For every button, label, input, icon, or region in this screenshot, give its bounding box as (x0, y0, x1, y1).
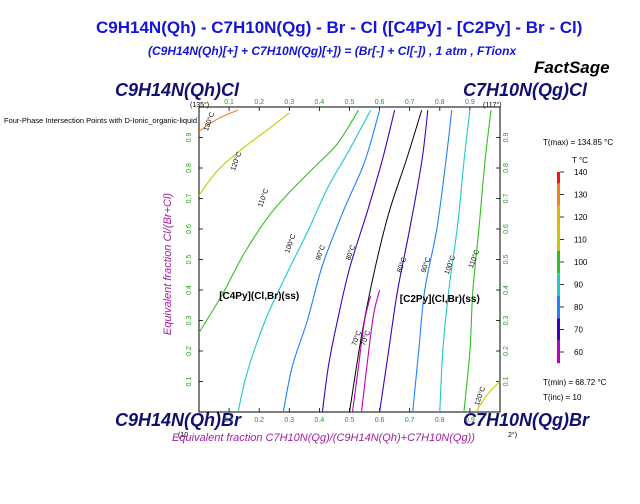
x-tick-label-top: 0.5 (345, 99, 355, 106)
y-tick-label-right: 0.3 (503, 316, 510, 326)
isotherm-line (379, 110, 429, 413)
x-tick-label-bottom: 0.7 (405, 417, 415, 424)
colorbar-segment (557, 340, 560, 364)
isotherm-line (282, 109, 381, 413)
colorbar-tmax: T(max) = 134.85 °C (543, 138, 614, 147)
chart-title: C9H14N(Qh) - C7H10N(Qg) - Br - Cl ([C4Py… (96, 18, 583, 37)
isotherm-label: 120°C (473, 386, 487, 407)
colorbar-segment (557, 183, 560, 206)
corner-top-right: C7H10N(Qg)Cl (463, 80, 588, 100)
colorbar-tick-label: 140 (574, 168, 588, 177)
isotherm-line (463, 110, 492, 413)
y-tick-label-left: 0.4 (186, 285, 193, 295)
corner-top-right-temp: (117°) (483, 102, 502, 109)
x-tick-label-top: 0.6 (375, 99, 385, 106)
isotherm-label: 110°C (256, 188, 270, 209)
y-tick-label-left: 0.9 (186, 133, 193, 143)
colorbar-tick-label: 60 (574, 348, 583, 357)
colorbar-tick-label: 130 (574, 191, 588, 200)
colorbar-tinc: T(inc) = 10 (543, 393, 582, 402)
phase-region-label: [C4Py](Cl,Br)(ss) (219, 291, 299, 302)
corner-top-left: C9H14N(Qh)Cl (115, 80, 240, 100)
colorbar-tick-label: 80 (574, 303, 583, 312)
plot-area: 0.1 0.1 0.2 0.2 0.3 0.3 0.4 0.4 0.5 0.5 0.6 0.6 0.7 0… (186, 99, 510, 424)
isotherm-line (439, 110, 471, 413)
colorbar-segment (557, 228, 560, 251)
isotherm-line (412, 110, 453, 413)
y-tick-label-right: 0.7 (503, 194, 510, 204)
colorbar-tick-label: 90 (574, 281, 583, 290)
isotherm-label: 120°C (229, 151, 243, 172)
corner-bottom-right: C7H10N(Qg)Br (463, 410, 590, 430)
x-tick-label-bottom: 0.2 (254, 417, 264, 424)
isotherm-label: 80°C (344, 244, 357, 261)
y-tick-label-right: 0.5 (503, 255, 510, 265)
colorbar-tick-label: 100 (574, 258, 588, 267)
y-tick-label-left: 0.5 (186, 255, 193, 265)
y-tick-label-left: 0.8 (186, 163, 193, 173)
factsage-logo: FactSage (534, 58, 610, 77)
y-tick-label-left: 0.2 (186, 346, 193, 356)
x-axis-label: Equivalent fraction C7H10N(Qg)/(C9H14N(Q… (172, 432, 475, 444)
isotherm-line (475, 381, 501, 413)
isotherm-label: 100°C (283, 233, 297, 254)
x-tick-label-top: 0.1 (224, 99, 234, 106)
x-tick-label-bottom: 0.4 (315, 417, 325, 424)
colorbar-segment (557, 250, 560, 274)
isotherm-label: 90°C (419, 256, 432, 273)
colorbar-segment (557, 318, 560, 341)
phase-boundary-line (349, 109, 423, 413)
colorbar-tick-label: 120 (574, 213, 588, 222)
colorbar-title: T °C (572, 156, 588, 165)
x-tick-label-bottom: 0.8 (435, 417, 445, 424)
corner-bottom-right-temp: 2°) (508, 432, 518, 439)
x-tick-label-top: 0.9 (465, 99, 475, 106)
colorbar-segment (557, 205, 560, 229)
x-tick-label-bottom: 0.5 (345, 417, 355, 424)
corner-bottom-left-temp: (10 (178, 432, 189, 439)
y-tick-label-right: 0.6 (503, 224, 510, 234)
isotherm-line (198, 109, 359, 333)
colorbar: 140 130 120 110 100 90 80 70 60 (557, 168, 588, 364)
x-tick-label-top: 0.8 (435, 99, 445, 106)
x-tick-label-bottom: 0.1 (224, 417, 234, 424)
y-tick-label-right: 0.9 (503, 133, 510, 143)
corner-top-left-temp: (135°) (190, 102, 210, 109)
corner-bottom-left: C9H14N(Qh)Br (115, 410, 242, 430)
isotherm-line (198, 109, 239, 132)
x-tick-label-top: 0.4 (315, 99, 325, 106)
four-phase-note: Four-Phase Intersection Points with D-Io… (4, 116, 198, 125)
chart-subtitle: (C9H14N(Qh)[+] + C7H10N(Qg)[+]) = (Br[-]… (148, 44, 517, 58)
y-tick-label-right: 0.4 (503, 285, 510, 295)
x-tick-label-bottom: 0.6 (375, 417, 385, 424)
y-tick-label-left: 0.6 (186, 224, 193, 234)
colorbar-segment (557, 295, 560, 319)
isotherm-line (360, 289, 381, 413)
isotherm-label: 80°C (395, 256, 408, 273)
x-tick-label-top: 0.7 (405, 99, 415, 106)
isotherm-label: 110°C (467, 249, 481, 270)
y-tick-label-left: 0.1 (186, 377, 193, 387)
colorbar-tick-label: 110 (574, 236, 587, 245)
isotherm-line (321, 109, 396, 413)
y-tick-label-left: 0.3 (186, 316, 193, 326)
isotherm-label: 100°C (443, 254, 457, 275)
y-tick-label-right: 0.1 (503, 377, 510, 387)
x-tick-label-bottom: 0.3 (284, 417, 294, 424)
x-tick-label-top: 0.2 (254, 99, 264, 106)
y-tick-label-right: 0.8 (503, 163, 510, 173)
colorbar-segment (557, 273, 560, 296)
y-tick-label-right: 0.2 (503, 346, 510, 356)
phase-region-label: [C2Py](Cl,Br)(ss) (400, 294, 480, 305)
x-tick-label-bottom: 0.9 (465, 417, 475, 424)
x-tick-label-top: 0.3 (284, 99, 294, 106)
colorbar-tmin: T(min) = 68.72 °C (543, 378, 607, 387)
isotherm-line (237, 109, 372, 413)
isotherm-line (351, 295, 372, 413)
colorbar-tick-label: 70 (574, 326, 583, 335)
y-tick-label-left: 0.7 (186, 194, 193, 204)
isotherm-line (198, 112, 290, 196)
